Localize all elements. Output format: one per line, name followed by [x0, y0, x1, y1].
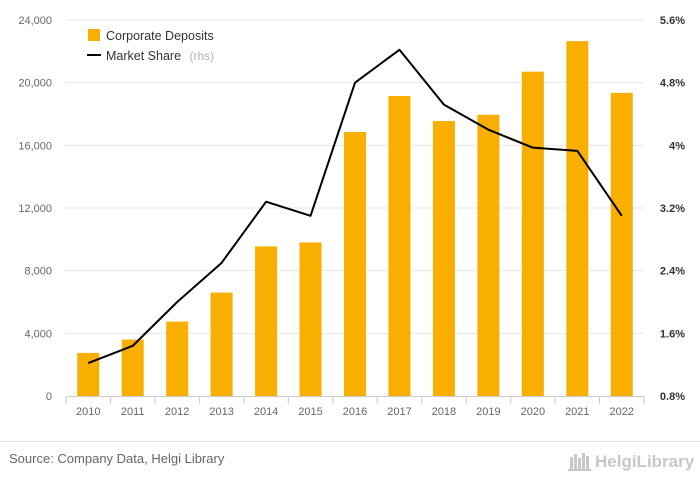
helgi-library-logo: HelgiLibrary	[568, 452, 694, 471]
source-note: Source: Company Data, Helgi Library	[9, 451, 225, 466]
legend-label-market-share-suffix: (rhs)	[189, 49, 214, 63]
legend-swatch-corporate-deposits	[88, 29, 100, 41]
bar-2010	[77, 352, 100, 396]
bar-2013	[210, 292, 233, 396]
y-axis-left: 0 4,000 8,000 12,000 16,000 20,000 24,000	[18, 15, 52, 403]
legend-label-market-share-name: Market Share	[106, 49, 181, 63]
x-tick-label-2011: 2011	[121, 406, 145, 418]
x-tick-label-2016: 2016	[343, 406, 367, 418]
bar-2021	[566, 41, 589, 397]
helgi-library-logo-icon	[568, 453, 591, 471]
bar-2019	[477, 114, 500, 397]
y-right-tick-label-3: 3.2%	[660, 203, 685, 215]
y-right-tick-label-0: 0.8%	[660, 391, 685, 403]
y-left-tick-label-2: 8,000	[24, 266, 52, 278]
y-left-tick-label-1: 4,000	[24, 328, 52, 340]
y-right-tick-label-5: 4.8%	[660, 78, 685, 90]
y-right-tick-label-6: 5.6%	[660, 15, 685, 27]
legend: Corporate Deposits Market Share (rhs)	[87, 29, 214, 64]
y-left-tick-label-5: 20,000	[18, 78, 52, 90]
x-tick-label-2021: 2021	[565, 406, 589, 418]
bar-2011	[121, 339, 144, 396]
y-right-tick-label-4: 4%	[669, 140, 685, 152]
y-axis-right: 0.8% 1.6% 2.4% 3.2% 4% 4.8% 5.6%	[660, 15, 685, 403]
bar-2015	[299, 242, 322, 396]
x-tick-label-2017: 2017	[387, 406, 411, 418]
helgi-library-logo-text: HelgiLibrary	[595, 452, 694, 471]
bar-2022	[610, 92, 633, 396]
x-tick-label-2019: 2019	[476, 406, 500, 418]
y-right-tick-label-2: 2.4%	[660, 266, 685, 278]
x-tick-label-2015: 2015	[298, 406, 322, 418]
bar-2020	[521, 71, 544, 396]
x-tick-label-2018: 2018	[432, 406, 456, 418]
y-left-tick-label-3: 12,000	[18, 203, 52, 215]
x-tick-label-2022: 2022	[610, 406, 634, 418]
footer-divider	[0, 441, 700, 442]
bar-2016	[344, 132, 366, 396]
market-share-line	[87, 48, 623, 365]
bar-2017	[388, 95, 411, 396]
bar-2014	[255, 246, 278, 396]
line-series	[87, 48, 623, 365]
y-left-tick-label-6: 24,000	[18, 15, 52, 27]
x-tick-label-2014: 2014	[254, 406, 278, 418]
chart: 2010 2011 2012 2013 2014 2015 2016 2017 2018 2019…	[18, 15, 685, 418]
x-tick-label-2012: 2012	[165, 406, 189, 418]
bar-2018	[432, 121, 455, 397]
x-axis: 2010 2011 2012 2013 2014 2015 2016 2017 2018 2019…	[65, 396, 645, 418]
x-tick-label-2010: 2010	[76, 406, 100, 418]
legend-label-corporate-deposits: Corporate Deposits	[106, 29, 214, 43]
x-tick-label-2013: 2013	[209, 406, 233, 418]
bar-2012	[166, 321, 189, 396]
y-left-tick-label-4: 16,000	[18, 140, 52, 152]
x-tick-label-2020: 2020	[521, 406, 545, 418]
bar-series	[77, 41, 633, 397]
y-left-tick-label-0: 0	[46, 391, 52, 403]
y-right-tick-label-1: 1.6%	[660, 328, 685, 340]
legend-label-market-share: Market Share (rhs)	[106, 47, 214, 64]
